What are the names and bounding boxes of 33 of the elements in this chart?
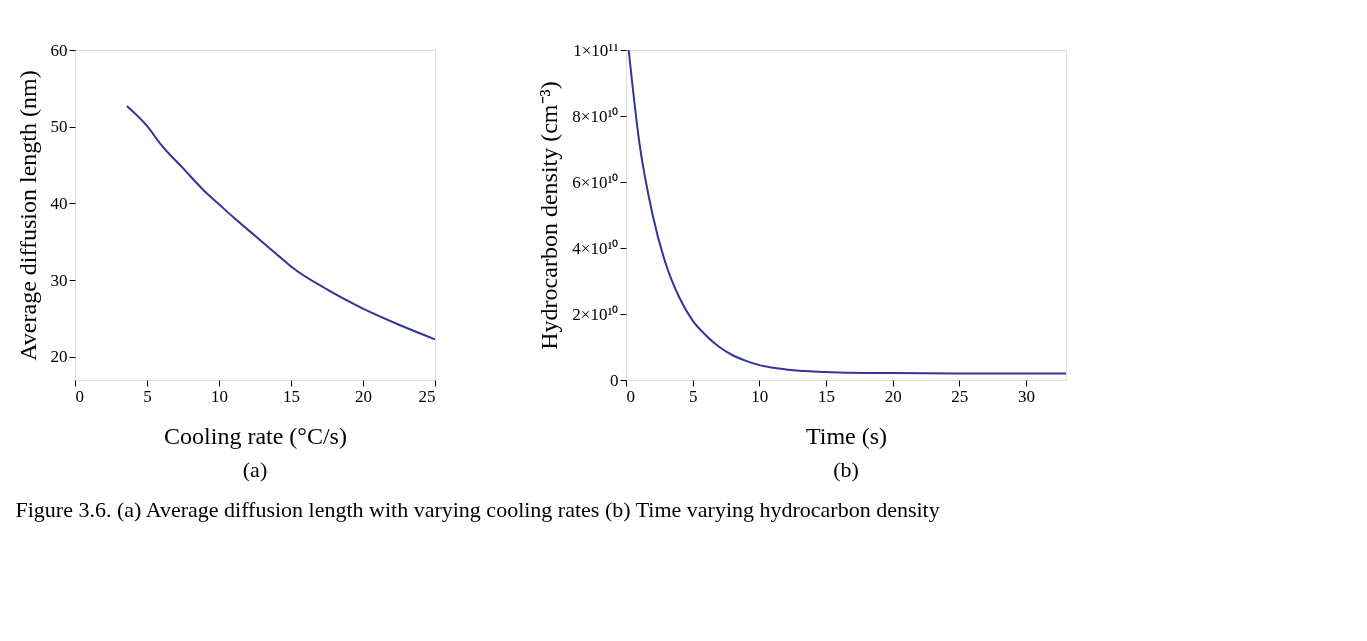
x-tick-label: 20 — [355, 386, 372, 406]
x-tick-label: 5 — [688, 386, 698, 406]
x-tick-label: 5 — [143, 386, 152, 406]
text: (a) — [242, 457, 268, 482]
y-tick-label: 1×10¹¹ — [573, 40, 619, 60]
y-tick-label: 20 — [50, 347, 68, 367]
x-tick-label: 15 — [818, 386, 835, 406]
y-tick-label: 30 — [50, 270, 68, 290]
x-axis-title: Time (s) — [805, 422, 888, 449]
x-tick-label: 10 — [751, 386, 769, 406]
y-tick-label: 50 — [50, 117, 68, 137]
x-tick-label: 15 — [283, 386, 300, 406]
x-tick-label: 20 — [884, 386, 902, 406]
y-tick-label: 6×10¹⁰ — [572, 172, 619, 192]
caption: Figure 3.6. (a) Average diffusion length with varying cooling rates (b) Time varying hydrocarbon density — [15, 496, 940, 522]
x-axis-title: Cooling rate (°C/s) — [164, 422, 347, 449]
x-tick-label: 25 — [951, 386, 969, 406]
y-tick-label: 4×10¹⁰ — [572, 238, 619, 258]
y-axis-title: Hydrocarbon density (cm⁻³) — [536, 81, 563, 350]
x-tick-label: 30 — [1018, 386, 1035, 406]
text: (b) — [833, 457, 859, 482]
y-axis-title: Average diffusion length (nm) — [14, 70, 41, 361]
x-tick-label: 10 — [211, 386, 228, 406]
line-series — [627, 49, 1067, 375]
line-series — [125, 105, 436, 341]
y-tick-label: 60 — [50, 40, 68, 60]
x-tick-label: 25 — [418, 386, 436, 406]
y-tick-label: 8×10¹⁰ — [572, 106, 619, 126]
x-tick-label: 0 — [626, 386, 635, 406]
y-tick-label: 2×10¹⁰ — [572, 304, 619, 324]
x-tick-label: 0 — [75, 386, 84, 406]
y-tick-label: 40 — [50, 193, 68, 213]
y-tick-label: 0 — [610, 370, 619, 390]
